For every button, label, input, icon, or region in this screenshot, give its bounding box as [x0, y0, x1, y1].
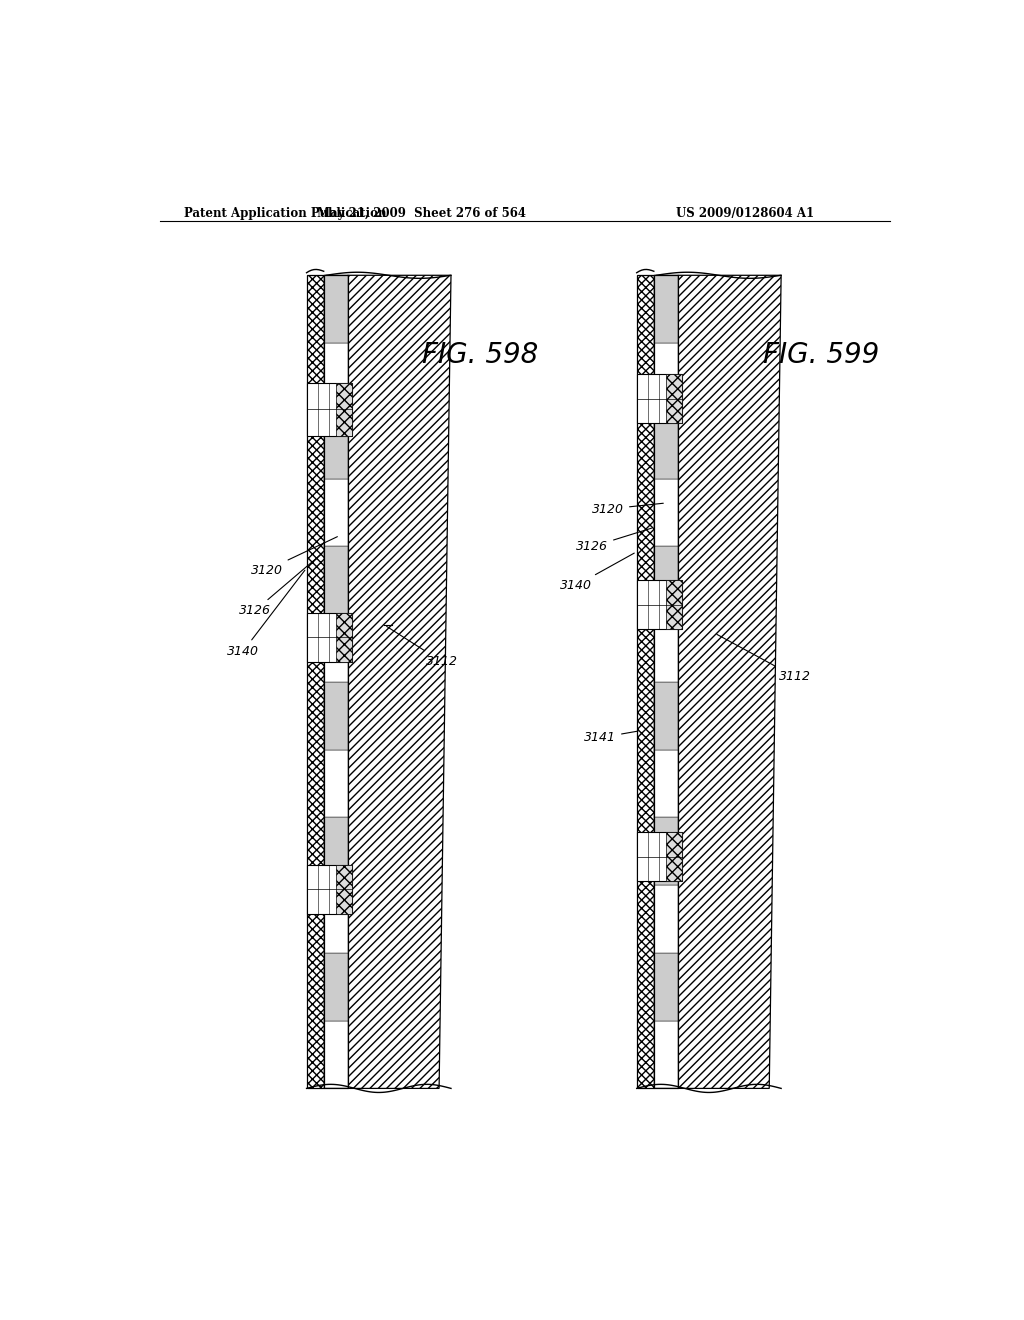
Bar	[324, 682, 348, 750]
Bar	[324, 276, 348, 343]
Text: 3141: 3141	[584, 731, 638, 744]
Polygon shape	[348, 276, 451, 1089]
Bar	[654, 682, 678, 750]
Bar	[306, 612, 352, 661]
Bar	[336, 383, 352, 436]
Text: 3140: 3140	[227, 570, 305, 657]
Bar	[654, 411, 678, 479]
Bar	[654, 479, 678, 546]
Bar	[654, 817, 678, 886]
Text: 3126: 3126	[239, 553, 322, 618]
Text: 3120: 3120	[251, 537, 337, 577]
Text: Patent Application Publication: Patent Application Publication	[183, 207, 386, 220]
Text: US 2009/0128604 A1: US 2009/0128604 A1	[676, 207, 814, 220]
Bar	[324, 614, 348, 682]
Bar	[654, 276, 678, 1089]
Bar	[324, 479, 348, 546]
Polygon shape	[678, 276, 781, 1089]
Bar	[654, 953, 678, 1020]
Text: 3140: 3140	[560, 553, 634, 591]
Bar	[324, 953, 348, 1020]
Bar	[324, 1020, 348, 1089]
Bar	[637, 375, 682, 424]
Bar	[666, 581, 682, 630]
Text: May 21, 2009  Sheet 276 of 564: May 21, 2009 Sheet 276 of 564	[317, 207, 526, 220]
Bar	[666, 833, 682, 880]
Bar	[336, 865, 352, 913]
Bar	[637, 833, 682, 880]
Text: 3112: 3112	[387, 627, 458, 668]
Text: 3112: 3112	[717, 635, 811, 684]
Text: FIG. 599: FIG. 599	[763, 342, 880, 370]
Bar	[654, 1020, 678, 1089]
Bar	[654, 614, 678, 682]
Bar	[637, 581, 682, 630]
Bar	[654, 546, 678, 614]
Bar	[306, 383, 352, 436]
Bar	[336, 612, 352, 661]
Text: 3120: 3120	[592, 503, 664, 516]
Bar	[654, 276, 678, 343]
Polygon shape	[637, 276, 654, 1089]
Bar	[306, 865, 352, 913]
Bar	[324, 546, 348, 614]
Bar	[666, 375, 682, 424]
Bar	[324, 886, 348, 953]
Bar	[654, 343, 678, 411]
Bar	[654, 886, 678, 953]
Bar	[324, 276, 348, 1089]
Bar	[324, 343, 348, 411]
Text: 3126: 3126	[577, 528, 651, 553]
Text: FIG. 598: FIG. 598	[422, 342, 538, 370]
Polygon shape	[306, 276, 324, 1089]
Bar	[324, 817, 348, 886]
Bar	[324, 411, 348, 479]
Bar	[654, 750, 678, 817]
Bar	[324, 750, 348, 817]
